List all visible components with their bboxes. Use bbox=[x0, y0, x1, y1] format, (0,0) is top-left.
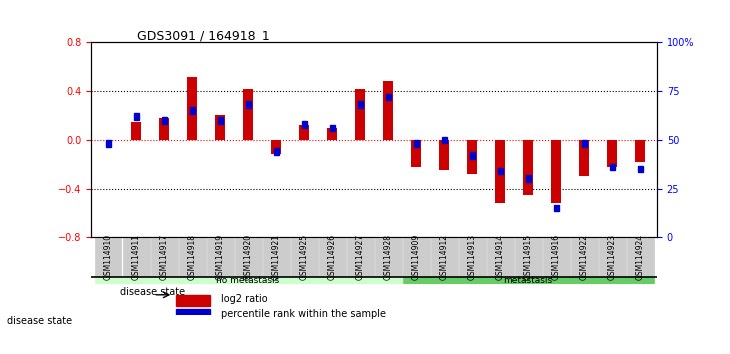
Bar bbox=[161, 117, 166, 124]
Bar bbox=[431, 237, 458, 277]
Bar bbox=[638, 166, 642, 172]
Bar bbox=[542, 237, 569, 277]
Bar bbox=[291, 237, 318, 277]
Bar bbox=[498, 168, 503, 174]
Bar bbox=[414, 141, 419, 147]
Text: GSM114919: GSM114919 bbox=[215, 234, 225, 280]
Bar bbox=[442, 137, 447, 143]
Text: disease state: disease state bbox=[120, 287, 185, 297]
Bar bbox=[607, 140, 617, 167]
Text: GSM114917: GSM114917 bbox=[160, 234, 169, 280]
Text: GSM114925: GSM114925 bbox=[299, 234, 309, 280]
Bar bbox=[469, 152, 474, 159]
Text: GSM114920: GSM114920 bbox=[244, 234, 253, 280]
Bar bbox=[439, 140, 449, 170]
Bar bbox=[635, 140, 645, 162]
Bar bbox=[176, 309, 210, 320]
Bar bbox=[403, 237, 429, 277]
Bar bbox=[347, 237, 374, 277]
Bar bbox=[245, 102, 250, 108]
Bar bbox=[551, 140, 561, 203]
Bar bbox=[263, 237, 290, 277]
Bar bbox=[553, 205, 558, 211]
Bar bbox=[374, 237, 402, 277]
Text: GSM114910: GSM114910 bbox=[104, 234, 112, 280]
Text: GSM114909: GSM114909 bbox=[412, 234, 420, 280]
Bar bbox=[411, 140, 421, 167]
Text: GSM114923: GSM114923 bbox=[607, 234, 617, 280]
Text: log2 ratio: log2 ratio bbox=[221, 294, 268, 304]
Bar bbox=[299, 125, 309, 140]
Bar bbox=[582, 141, 587, 147]
Text: GSM114914: GSM114914 bbox=[496, 234, 504, 280]
Bar bbox=[301, 121, 307, 127]
Bar bbox=[329, 125, 334, 131]
Bar bbox=[95, 277, 402, 284]
Bar bbox=[131, 121, 141, 140]
Bar bbox=[234, 237, 261, 277]
Bar bbox=[274, 148, 279, 155]
Text: GSM114924: GSM114924 bbox=[636, 234, 645, 280]
Bar bbox=[187, 76, 197, 140]
Bar bbox=[403, 277, 653, 284]
Bar bbox=[319, 237, 345, 277]
Bar bbox=[383, 81, 393, 140]
Bar bbox=[123, 237, 150, 277]
Bar bbox=[467, 140, 477, 174]
Bar bbox=[599, 237, 626, 277]
Bar bbox=[358, 102, 363, 108]
Text: GSM114916: GSM114916 bbox=[552, 234, 561, 280]
Bar bbox=[458, 237, 485, 277]
Bar bbox=[272, 140, 281, 154]
Bar bbox=[243, 89, 253, 140]
Bar bbox=[571, 237, 598, 277]
Text: GSM114911: GSM114911 bbox=[131, 234, 141, 280]
Bar bbox=[150, 237, 177, 277]
Bar bbox=[179, 237, 206, 277]
Text: GSM114927: GSM114927 bbox=[356, 234, 364, 280]
Bar bbox=[523, 140, 533, 195]
Bar bbox=[526, 176, 531, 182]
Text: no metastasis: no metastasis bbox=[217, 276, 280, 285]
Bar bbox=[207, 237, 234, 277]
Bar bbox=[95, 237, 121, 277]
Bar bbox=[176, 295, 210, 306]
Bar bbox=[515, 237, 542, 277]
Bar bbox=[215, 115, 225, 140]
Bar bbox=[218, 117, 223, 124]
Text: GDS3091 / 164918_1: GDS3091 / 164918_1 bbox=[137, 29, 269, 42]
Bar bbox=[356, 89, 365, 140]
Bar bbox=[106, 141, 110, 147]
Text: GSM114921: GSM114921 bbox=[272, 234, 280, 280]
Bar bbox=[385, 94, 391, 100]
Bar bbox=[190, 107, 195, 114]
Text: metastasis: metastasis bbox=[504, 276, 553, 285]
Text: GSM114926: GSM114926 bbox=[328, 234, 337, 280]
Bar bbox=[487, 237, 514, 277]
Bar bbox=[580, 140, 589, 176]
Bar bbox=[134, 113, 139, 120]
Bar bbox=[159, 118, 169, 140]
Text: GSM114928: GSM114928 bbox=[384, 234, 393, 280]
Bar bbox=[610, 164, 615, 170]
Bar bbox=[495, 140, 505, 203]
Text: GSM114918: GSM114918 bbox=[188, 234, 196, 280]
Text: percentile rank within the sample: percentile rank within the sample bbox=[221, 309, 386, 319]
Text: GSM114913: GSM114913 bbox=[468, 234, 477, 280]
Text: GSM114915: GSM114915 bbox=[523, 234, 533, 280]
Text: disease state: disease state bbox=[7, 316, 72, 326]
Bar bbox=[627, 237, 653, 277]
Text: GSM114912: GSM114912 bbox=[439, 234, 449, 280]
Text: GSM114922: GSM114922 bbox=[580, 234, 588, 280]
Bar bbox=[327, 128, 337, 140]
